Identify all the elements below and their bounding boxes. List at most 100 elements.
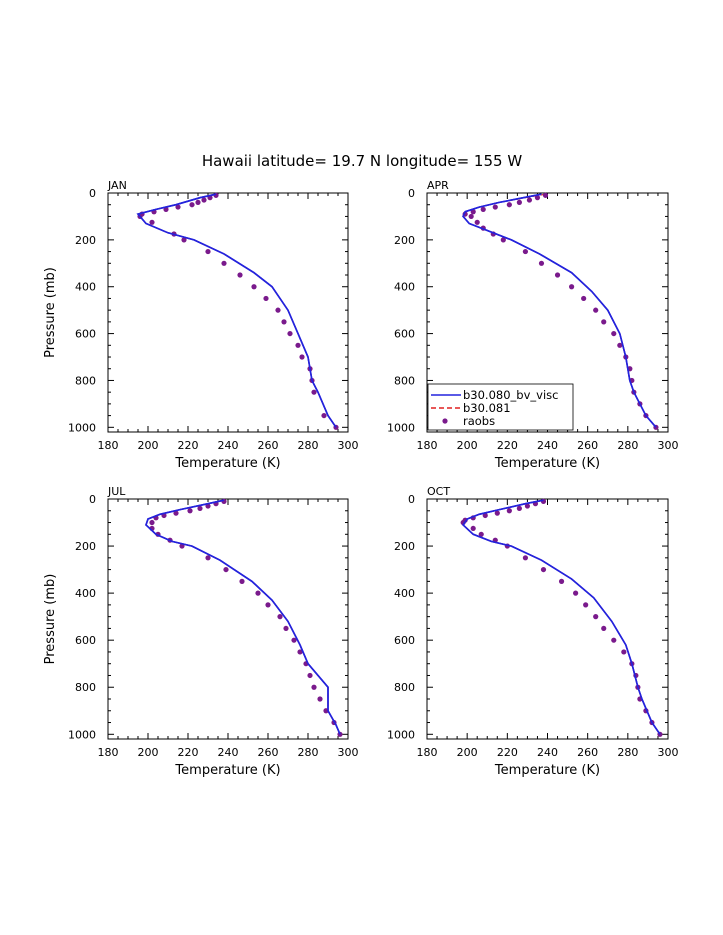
- raobs-point: [593, 614, 599, 620]
- raobs-point: [506, 202, 512, 208]
- raobs-point: [526, 197, 533, 203]
- model-line-dashed: [145, 499, 341, 735]
- x-tick-label: 260: [577, 439, 598, 452]
- x-tick-label: 180: [417, 746, 438, 759]
- x-axis-label: Temperature (K): [494, 456, 600, 471]
- raobs-point: [321, 412, 327, 419]
- raobs-point: [540, 566, 547, 573]
- x-tick-label: 180: [417, 439, 438, 452]
- panels: JAN 180 200 220 240 260 280 300 0 200 400 600 800 100…: [43, 179, 679, 778]
- x-tick-label: 240: [537, 439, 558, 452]
- x-tick-label: 300: [338, 746, 359, 759]
- raobs-point: [601, 319, 607, 325]
- raobs-point: [295, 342, 301, 348]
- x-tick-label: 280: [617, 439, 638, 452]
- raobs-point: [468, 213, 474, 220]
- figure-title: Hawaii latitude= 19.7 N longitude= 155 W: [202, 152, 522, 170]
- y-tick-label: 1000: [387, 421, 415, 434]
- series-b30-081: [145, 499, 341, 735]
- y-tick-label: 800: [75, 681, 96, 694]
- y-tick-label: 200: [75, 540, 96, 553]
- raobs-point: [201, 197, 207, 203]
- raobs-point: [277, 614, 283, 620]
- plot-frame: [107, 498, 349, 740]
- x-tick-label: 180: [98, 746, 119, 759]
- x-tick-label: 220: [178, 439, 199, 452]
- raobs-point: [189, 202, 195, 208]
- legend-entry-label: b30.080_bv_visc: [463, 388, 558, 402]
- raobs-point: [538, 260, 545, 266]
- raobs-point: [611, 637, 617, 643]
- y-tick-label: 800: [394, 374, 415, 387]
- tick-marks: [107, 498, 349, 739]
- x-tick-label: 240: [537, 746, 558, 759]
- raobs-point: [275, 307, 281, 313]
- raobs-point: [237, 272, 243, 278]
- raobs-point: [492, 204, 498, 210]
- raobs-point: [251, 284, 257, 290]
- raobs-point: [621, 649, 627, 655]
- raobs-point: [478, 531, 484, 537]
- x-tick-label: 280: [617, 746, 638, 759]
- panel-jul: JUL 180 200 220 240 260 280 300 0 200 400 600 800 100…: [43, 485, 359, 778]
- y-tick-label: 200: [394, 234, 415, 247]
- raobs-point: [187, 508, 193, 514]
- raobs-point: [197, 505, 203, 512]
- y-tick-label: 0: [408, 493, 415, 506]
- raobs-point: [283, 625, 289, 632]
- raobs-point: [181, 237, 187, 243]
- raobs-point: [500, 237, 506, 243]
- x-tick-label: 180: [98, 439, 119, 452]
- y-tick-label: 800: [394, 681, 415, 694]
- y-tick-label: 0: [89, 187, 96, 200]
- raobs-point: [223, 566, 229, 573]
- x-tick-label: 260: [258, 746, 279, 759]
- model-line-overlay: [145, 499, 341, 735]
- raobs-point: [470, 209, 476, 215]
- raobs-point: [317, 696, 323, 702]
- raobs-point: [173, 510, 179, 516]
- raobs-point: [255, 590, 261, 596]
- y-tick-label: 600: [394, 634, 415, 647]
- panel-label: JAN: [107, 179, 127, 192]
- raobs-point: [297, 649, 303, 655]
- series-raobs: [137, 192, 339, 430]
- y-tick-label: 600: [75, 634, 96, 647]
- raobs-point: [522, 555, 529, 561]
- raobs-point: [524, 503, 531, 509]
- x-tick-label: 280: [298, 746, 319, 759]
- raobs-point: [558, 578, 565, 584]
- x-tick-label: 200: [138, 439, 159, 452]
- y-tick-label: 400: [75, 587, 96, 600]
- raobs-point: [480, 206, 486, 213]
- y-tick-label: 1000: [68, 728, 96, 741]
- series-b30-080-bv-visc: [462, 499, 661, 735]
- x-tick-label: 300: [338, 439, 359, 452]
- y-tick-label: 200: [75, 234, 96, 247]
- y-tick-label: 1000: [68, 421, 96, 434]
- raobs-point: [281, 319, 287, 325]
- series-b30-080-bv-visc: [145, 499, 341, 735]
- panel-oct: OCT 180 200 220 240 260 280 300 0 200 400 600 800 100…: [387, 485, 679, 778]
- x-tick-label: 200: [138, 746, 159, 759]
- series-b30-080-bv-visc: [136, 193, 337, 428]
- y-tick-label: 0: [408, 187, 415, 200]
- raobs-point: [299, 354, 305, 360]
- raobs-point: [205, 248, 211, 255]
- tick-marks: [426, 498, 669, 739]
- x-tick-label: 260: [577, 746, 598, 759]
- y-tick-label: 600: [394, 328, 415, 341]
- raobs-point: [542, 192, 549, 198]
- raobs-point: [581, 295, 587, 302]
- panel-label: JUL: [107, 485, 126, 498]
- raobs-point: [611, 330, 617, 337]
- y-tick-label: 0: [89, 493, 96, 506]
- x-axis-label: Temperature (K): [174, 763, 280, 778]
- raobs-point: [149, 519, 155, 526]
- y-tick-label: 1000: [387, 728, 415, 741]
- raobs-point: [239, 578, 245, 584]
- y-axis-label: Pressure (mb): [43, 574, 58, 665]
- x-tick-label: 240: [218, 439, 239, 452]
- raobs-point: [221, 260, 227, 266]
